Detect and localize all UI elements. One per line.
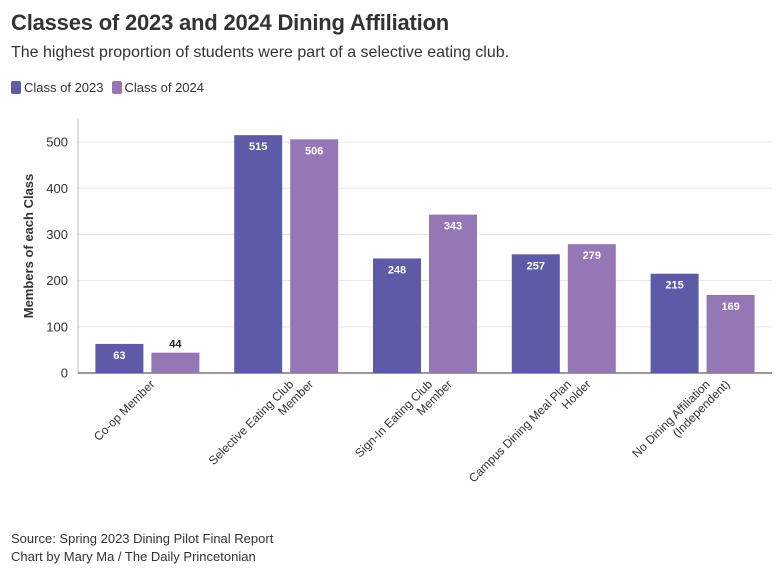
source-text: Source: Spring 2023 Dining Pilot Final R… [11,531,274,546]
y-tick-label-500: 500 [46,135,68,150]
bar-2023-1 [234,135,283,373]
data-label-2023-4: 215 [665,280,683,292]
x-tick-label-0: Co-op Member [91,377,157,443]
data-label-2023-2: 248 [388,264,406,276]
bar-2024-3 [567,244,616,373]
credit-text: Chart by Mary Ma / The Daily Princetonia… [11,549,256,564]
bar-2023-4 [650,273,699,373]
legend: Class of 2023 Class of 2024 [11,80,212,95]
bar-2023-2 [373,258,421,373]
x-tick-label-2: Sign-In Eating ClubMember [352,367,455,470]
x-tick-label-3: Campus Dining Meal PlanHolder [466,367,594,495]
x-tick-label-4: No Dining Affiliation(Independent) [629,367,732,470]
data-label-2024-2: 343 [444,221,462,233]
source-note: Source: Spring 2023 Dining Pilot Final R… [11,530,273,566]
bar-2024-1 [290,139,339,373]
data-label-2024-1: 506 [305,145,323,157]
data-label-2024-4: 169 [721,301,739,313]
legend-item-2024: Class of 2024 [111,80,205,95]
y-tick-label-100: 100 [46,319,68,334]
legend-label-2024: Class of 2024 [124,80,205,95]
chart-subtitle: The highest proportion of students were … [11,44,510,61]
y-tick-label-0: 0 [61,366,68,381]
bar-2024-0 [151,352,200,373]
data-label-2023-3: 257 [527,260,545,272]
y-tick-label-200: 200 [46,273,68,288]
y-tick-label-300: 300 [46,227,68,242]
legend-item-2023: Class of 2023 [11,80,104,95]
data-label-2024-0: 44 [169,339,182,351]
legend-label-2023: Class of 2023 [24,80,104,95]
legend-swatch-2023 [11,81,21,94]
bar-2024-4 [706,294,755,373]
chart-title: Classes of 2023 and 2024 Dining Affiliat… [11,10,450,35]
data-label-2023-1: 515 [249,141,267,153]
data-label-2024-3: 279 [583,250,601,262]
y-axis-title: Members of each Class [21,174,36,319]
bar-2023-3 [511,254,560,373]
bar-2023-0 [95,343,144,373]
data-label-2023-0: 63 [113,350,125,362]
y-tick-label-400: 400 [46,181,68,196]
x-tick-label-1: Selective Eating ClubMember [206,367,316,477]
bar-2024-2 [429,214,477,373]
legend-swatch-2024 [111,81,122,94]
